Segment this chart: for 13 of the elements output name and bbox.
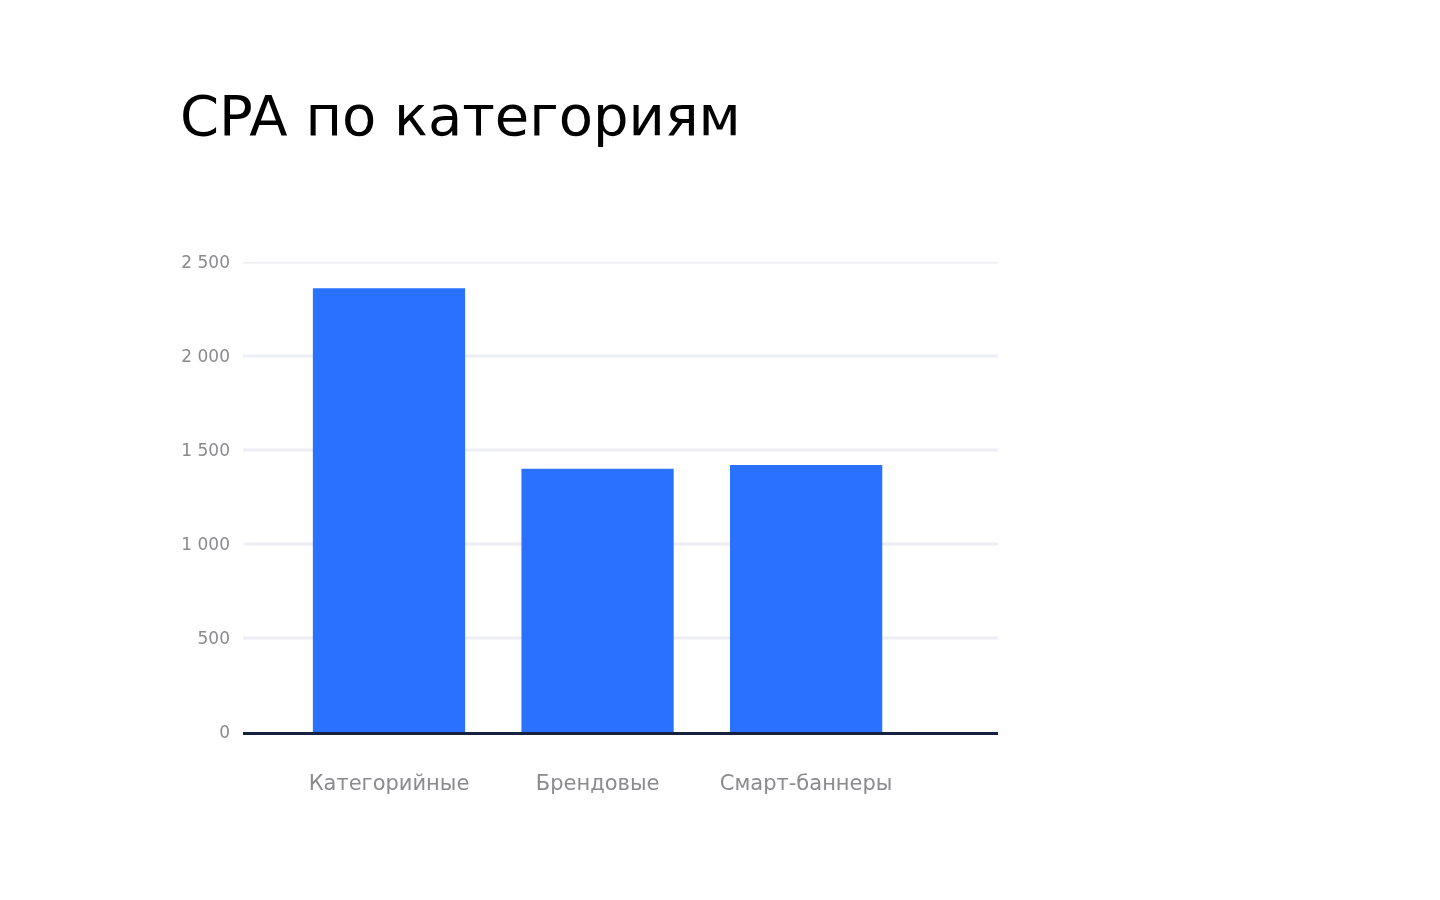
y-tick-label: 2 000 [181, 345, 230, 366]
bar [521, 468, 674, 732]
x-tick-label: Категорийные [308, 771, 470, 796]
bar [312, 288, 466, 732]
x-tick-label: Смарт-баннеры [719, 771, 893, 796]
y-tick-label: 500 [197, 627, 230, 648]
x-tick-label: Брендовые [535, 771, 660, 796]
y-tick-label: 0 [219, 721, 230, 742]
y-tick-label: 1 000 [181, 533, 230, 554]
y-tick-label: 1 500 [181, 439, 230, 460]
y-tick-label: 2 500 [181, 251, 230, 272]
chart-title: CPA по категориям [180, 82, 741, 148]
bar [730, 465, 883, 732]
